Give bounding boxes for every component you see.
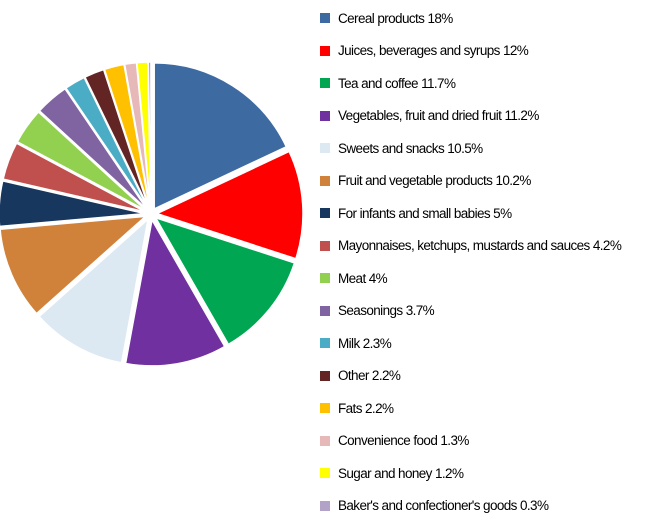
legend-item: Convenience food 1.3%: [320, 425, 665, 458]
legend-label: Fats 2.2%: [338, 401, 393, 416]
legend-label: Juices, beverages and syrups 12%: [338, 43, 528, 58]
legend-label: Cereal products 18%: [338, 11, 453, 26]
legend-item: Cereal products 18%: [320, 2, 665, 35]
legend-item: Meat 4%: [320, 262, 665, 295]
legend-swatch: [320, 13, 330, 23]
legend-item: Juices, beverages and syrups 12%: [320, 35, 665, 68]
legend-item: Milk 2.3%: [320, 327, 665, 360]
legend-label: Seasonings 3.7%: [338, 303, 434, 318]
legend-label: Sugar and honey 1.2%: [338, 466, 463, 481]
legend-swatch: [320, 46, 330, 56]
legend-item: Tea and coffee 11.7%: [320, 67, 665, 100]
legend-item: For infants and small babies 5%: [320, 197, 665, 230]
legend-swatch: [320, 403, 330, 413]
legend-swatch: [320, 436, 330, 446]
legend-item: Fruit and vegetable products 10.2%: [320, 165, 665, 198]
legend-swatch: [320, 111, 330, 121]
legend-swatch: [320, 241, 330, 251]
chart-legend: Cereal products 18% Juices, beverages and…: [320, 2, 665, 522]
legend-item: Other 2.2%: [320, 360, 665, 393]
legend-label: Vegetables, fruit and dried fruit 11.2%: [338, 108, 539, 123]
legend-item: Fats 2.2%: [320, 392, 665, 425]
legend-item: Mayonnaises, ketchups, mustards and sauc…: [320, 230, 665, 263]
legend-swatch: [320, 501, 330, 511]
legend-label: Tea and coffee 11.7%: [338, 76, 455, 91]
legend-swatch: [320, 143, 330, 153]
legend-swatch: [320, 306, 330, 316]
legend-item: Sugar and honey 1.2%: [320, 457, 665, 490]
legend-item: Baker's and confectioner's goods 0.3%: [320, 490, 665, 522]
legend-label: Mayonnaises, ketchups, mustards and sauc…: [338, 238, 621, 253]
legend-item: Seasonings 3.7%: [320, 295, 665, 328]
legend-swatch: [320, 78, 330, 88]
legend-label: Milk 2.3%: [338, 336, 391, 351]
legend-swatch: [320, 176, 330, 186]
legend-swatch: [320, 273, 330, 283]
legend-label: Meat 4%: [338, 271, 387, 286]
legend-item: Vegetables, fruit and dried fruit 11.2%: [320, 100, 665, 133]
legend-label: Baker's and confectioner's goods 0.3%: [338, 498, 548, 513]
legend-item: Sweets and snacks 10.5%: [320, 132, 665, 165]
legend-swatch: [320, 338, 330, 348]
legend-swatch: [320, 371, 330, 381]
legend-label: Fruit and vegetable products 10.2%: [338, 173, 531, 188]
legend-label: Other 2.2%: [338, 368, 400, 383]
legend-swatch: [320, 208, 330, 218]
legend-swatch: [320, 468, 330, 478]
legend-label: Sweets and snacks 10.5%: [338, 141, 483, 156]
pie-chart: [0, 0, 320, 514]
legend-label: Convenience food 1.3%: [338, 433, 469, 448]
legend-label: For infants and small babies 5%: [338, 206, 512, 221]
